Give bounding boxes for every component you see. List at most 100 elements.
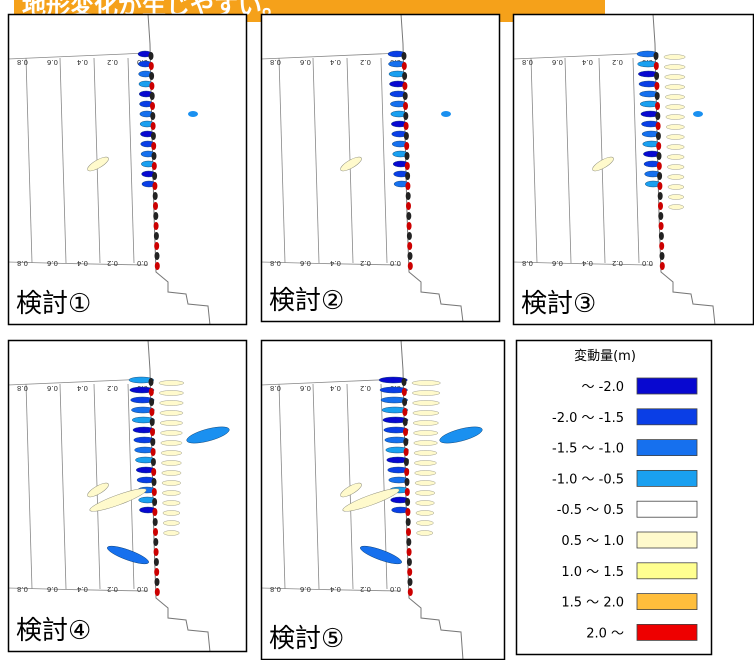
deposit-mark bbox=[655, 112, 660, 120]
deposit-mark bbox=[404, 122, 409, 130]
map-axis-label: 0.0 bbox=[390, 259, 401, 267]
deposit-blob bbox=[162, 481, 181, 486]
deposit-mark bbox=[407, 222, 412, 230]
deposit-mark bbox=[151, 142, 156, 150]
deposit-blob bbox=[163, 501, 181, 506]
deposit-mark bbox=[406, 538, 411, 546]
deposit-blob bbox=[415, 491, 435, 496]
deposit-mark bbox=[152, 488, 157, 496]
map-axis-label: 0.2 bbox=[360, 585, 371, 593]
deposit-mark bbox=[402, 72, 407, 80]
deposit-mark bbox=[658, 192, 663, 200]
deposit-blob bbox=[159, 381, 184, 386]
map-axis-label: 0.0 bbox=[642, 259, 653, 267]
map-panel: 0.80.80.60.60.40.40.20.20.00.0 bbox=[8, 340, 247, 652]
deposit-blob bbox=[665, 75, 685, 80]
map-axis-label: 0.6 bbox=[46, 585, 58, 593]
deposit-blob bbox=[666, 115, 685, 120]
deposit-blob bbox=[162, 471, 181, 476]
deposit-mark bbox=[407, 548, 412, 556]
deposit-mark bbox=[151, 458, 156, 466]
deposit-mark bbox=[402, 388, 407, 396]
deposit-mark bbox=[407, 568, 412, 576]
offshore-blob bbox=[188, 111, 198, 117]
deposit-mark bbox=[150, 428, 155, 436]
map-axis-label: 0.4 bbox=[581, 259, 593, 267]
deposit-mark bbox=[152, 162, 157, 170]
deposit-mark bbox=[153, 212, 158, 220]
deposit-blob bbox=[665, 95, 685, 100]
deposit-mark bbox=[152, 182, 157, 190]
deposit-mark bbox=[404, 142, 409, 150]
deposit-mark bbox=[406, 528, 411, 536]
deposit-blob bbox=[164, 531, 180, 536]
deposit-mark bbox=[405, 498, 410, 506]
map-axis-label: 0.8 bbox=[270, 585, 281, 593]
deposit-mark bbox=[149, 72, 154, 80]
deposit-mark bbox=[406, 192, 411, 200]
map-axis-label: 0.2 bbox=[107, 585, 118, 593]
deposit-mark bbox=[150, 418, 155, 426]
deposit-blob bbox=[413, 401, 440, 406]
deposit-mark bbox=[155, 252, 160, 260]
map-panel: 0.80.80.60.60.40.40.20.20.00.0 bbox=[8, 14, 247, 325]
deposit-blob bbox=[667, 165, 684, 170]
map-axis-label: 0.2 bbox=[360, 58, 371, 66]
deposit-mark bbox=[152, 478, 157, 486]
offshore-blob bbox=[693, 111, 703, 117]
deposit-blob bbox=[669, 205, 684, 210]
map-axis-label: 0.4 bbox=[76, 585, 88, 593]
map-axis-label: 0.4 bbox=[329, 259, 341, 267]
deposit-mark bbox=[404, 458, 409, 466]
deposit-blob bbox=[414, 461, 436, 466]
deposit-blob bbox=[666, 125, 684, 130]
map-axis-label: 0.4 bbox=[329, 585, 341, 593]
deposit-mark bbox=[404, 448, 409, 456]
map-axis-label: 0.6 bbox=[299, 384, 311, 392]
map-panel: 0.80.80.60.60.40.40.20.20.00.0 bbox=[261, 14, 500, 322]
deposit-mark bbox=[153, 538, 158, 546]
deposit-mark bbox=[405, 162, 410, 170]
deposit-blob bbox=[416, 521, 433, 526]
deposit-mark bbox=[154, 242, 159, 250]
deposit-mark bbox=[405, 172, 410, 180]
map-axis-label: 0.8 bbox=[522, 259, 533, 267]
map-axis-label: 0.8 bbox=[522, 58, 533, 66]
deposit-mark bbox=[407, 242, 412, 250]
deposit-mark bbox=[151, 468, 156, 476]
deposit-mark bbox=[659, 232, 664, 240]
deposit-mark bbox=[406, 202, 411, 210]
deposit-blob bbox=[414, 451, 437, 456]
deposit-mark bbox=[405, 152, 410, 160]
deposit-mark bbox=[659, 222, 664, 230]
deposit-blob bbox=[413, 411, 439, 416]
deposit-blob bbox=[664, 55, 685, 60]
map-axis-label: 0.8 bbox=[17, 384, 28, 392]
deposit-mark bbox=[402, 82, 407, 90]
legend: 変動量(m)～ -2.0-2.0 ～ -1.5-1.5 ～ -1.0-1.0 ～… bbox=[517, 341, 712, 655]
deposit-mark bbox=[152, 172, 157, 180]
map-axis-label: 0.0 bbox=[390, 585, 401, 593]
deposit-blob bbox=[161, 451, 182, 456]
map-axis-label: 0.6 bbox=[551, 259, 563, 267]
panel-bg bbox=[261, 14, 500, 322]
deposit-blob bbox=[161, 441, 182, 446]
deposit-mark bbox=[155, 262, 160, 270]
map-axis-label: 0.4 bbox=[329, 384, 341, 392]
map-axis-label: 0.2 bbox=[107, 58, 118, 66]
map-axis-label: 0.8 bbox=[17, 259, 28, 267]
map-axis-label: 0.2 bbox=[360, 384, 371, 392]
legend-label: -2.0 ～ -1.5 bbox=[552, 411, 624, 426]
deposit-blob bbox=[416, 511, 434, 516]
deposit-mark bbox=[658, 202, 663, 210]
deposit-mark bbox=[402, 378, 407, 386]
deposit-blob bbox=[160, 421, 182, 426]
deposit-mark bbox=[403, 112, 408, 120]
legend-label: 2.0 ～ bbox=[586, 626, 624, 641]
legend-label: -0.5 ～ 0.5 bbox=[557, 503, 624, 518]
map-axis-label: 0.4 bbox=[76, 384, 88, 392]
deposit-mark bbox=[150, 112, 155, 120]
deposit-mark bbox=[656, 142, 661, 150]
deposit-mark bbox=[150, 102, 155, 110]
deposit-blob bbox=[666, 135, 684, 140]
